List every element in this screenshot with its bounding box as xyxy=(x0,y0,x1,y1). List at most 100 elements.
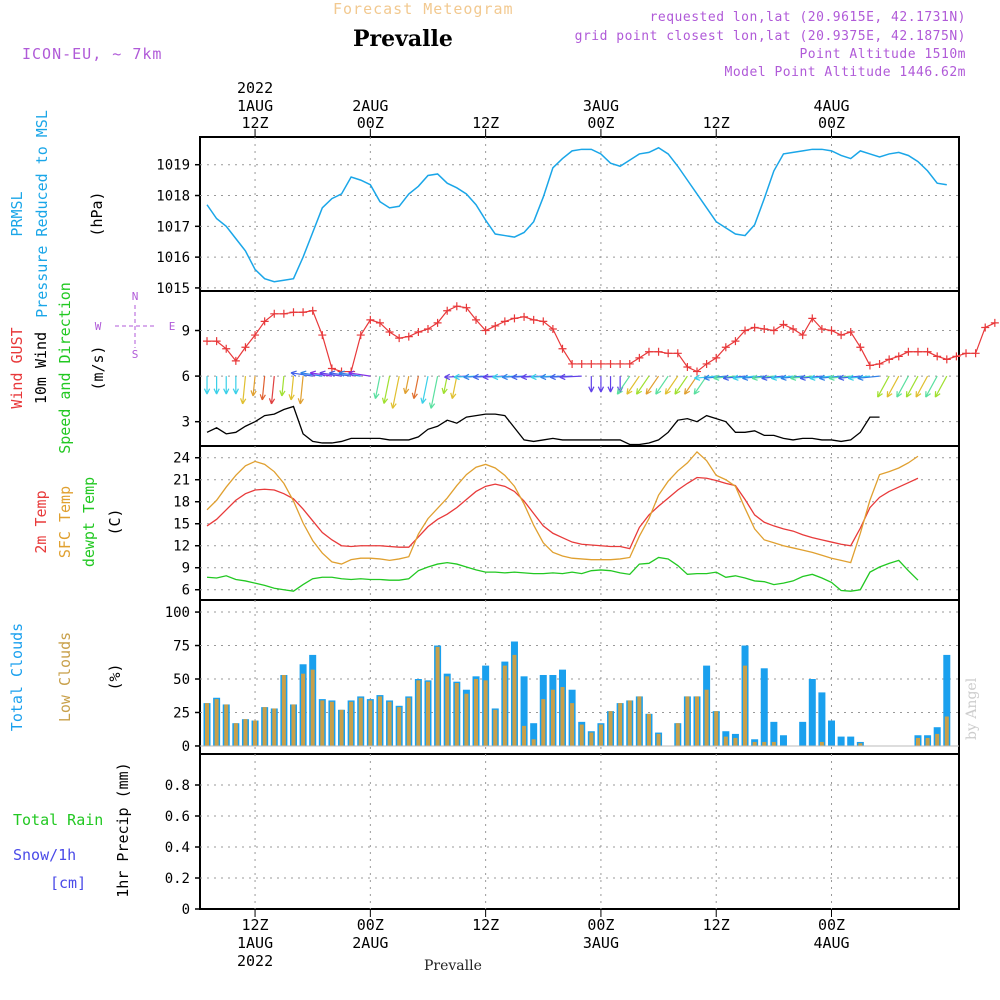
y-tick-label-temperature: 15 xyxy=(173,517,190,533)
footer-location: Prevalle xyxy=(424,958,482,974)
low-cloud-bar xyxy=(762,741,767,746)
y-tick-label-wind: 9 xyxy=(182,324,190,340)
low-cloud-bar xyxy=(224,704,229,746)
gust-marker xyxy=(606,359,615,368)
low-cloud-bar xyxy=(618,703,623,746)
gust-marker xyxy=(318,331,327,340)
gust-marker xyxy=(837,331,846,340)
gust-marker xyxy=(635,353,644,362)
point-altitude: Point Altitude 1510m xyxy=(799,47,966,62)
gust-marker xyxy=(529,315,538,324)
low-cloud-bar xyxy=(675,723,680,746)
time-label-bottom-hour: 12Z xyxy=(472,916,499,934)
wind-direction-arrow xyxy=(288,376,295,401)
gust-marker xyxy=(414,328,423,337)
time-label-bottom-day: 4AUG xyxy=(813,934,849,952)
time-label-bottom-hour: 00Z xyxy=(357,916,384,934)
snow-unit: [cm] xyxy=(50,874,86,892)
gust-marker xyxy=(395,334,404,343)
pressure-line xyxy=(206,146,947,283)
time-label-top-hour: 12Z xyxy=(472,114,499,132)
temp-2m-line xyxy=(206,476,919,550)
low-cloud-bar xyxy=(502,665,507,746)
gust-marker xyxy=(443,306,452,315)
wind-direction-arrow xyxy=(597,376,605,393)
requested-coords: requested lon,lat (20.9615E, 42.1731N) xyxy=(649,10,966,25)
low-clouds-label: Low Clouds xyxy=(56,632,74,722)
wind-direction-arrow xyxy=(309,370,333,377)
low-cloud-bar xyxy=(704,689,709,746)
total-cloud-bar xyxy=(818,692,826,746)
time-label-top-day: 3AUG xyxy=(583,97,619,115)
temp-2m-label: 2m Temp xyxy=(32,490,50,553)
low-cloud-bar xyxy=(262,707,267,746)
gust-marker xyxy=(279,309,288,318)
low-cloud-bar xyxy=(416,680,421,746)
low-cloud-bar xyxy=(474,679,479,746)
wind-10m-label: 10m Wind xyxy=(32,332,50,404)
y-tick-label-temperature: 24 xyxy=(173,451,190,467)
gust-marker xyxy=(433,318,442,327)
low-cloud-bar xyxy=(522,725,527,746)
y-tick-label-clouds: 50 xyxy=(173,672,190,688)
total-cloud-bar xyxy=(799,721,807,746)
low-cloud-bar xyxy=(358,697,363,746)
gust-marker xyxy=(702,359,711,368)
gust-marker xyxy=(865,361,874,370)
gust-marker xyxy=(385,328,394,337)
wind-gust-label: Wind GUST xyxy=(8,327,26,408)
low-cloud-bar xyxy=(771,741,776,746)
low-cloud-bar xyxy=(733,737,738,746)
gust-marker xyxy=(683,362,692,371)
gust-marker xyxy=(375,318,384,327)
low-cloud-bar xyxy=(454,683,459,746)
low-cloud-bar xyxy=(570,703,575,746)
y-tick-label-pressure: 1015 xyxy=(156,281,190,297)
low-cloud-bar xyxy=(291,704,296,746)
low-cloud-bar xyxy=(541,699,546,746)
time-label-top-hour: 12Z xyxy=(242,114,269,132)
total-cloud-bar xyxy=(837,736,845,746)
wind-unit: (m/s) xyxy=(89,345,107,390)
grid-point-coords: grid point closest lon,lat (20.9375E, 42… xyxy=(574,29,966,44)
gust-marker xyxy=(808,314,817,323)
model-altitude: Model Point Altitude 1446.62m xyxy=(724,65,966,80)
gust-marker xyxy=(817,324,826,333)
low-cloud-bar xyxy=(243,719,248,746)
snow-label: Snow/1h xyxy=(13,846,76,864)
gust-marker xyxy=(760,324,769,333)
pressure-unit: (hPa) xyxy=(88,191,106,236)
compass-s: S xyxy=(132,348,139,361)
wind-direction-arrow xyxy=(403,375,410,395)
y-tick-label-clouds: 75 xyxy=(173,639,190,655)
wind-direction-arrow xyxy=(297,376,304,405)
compass-n: N xyxy=(132,290,139,303)
low-cloud-bar xyxy=(464,693,469,746)
y-tick-label-temperature: 18 xyxy=(173,495,190,511)
low-cloud-bar xyxy=(589,732,594,746)
temp-sfc-label: SFC Temp xyxy=(56,486,74,558)
time-label-top-day: 2AUG xyxy=(352,97,388,115)
y-tick-label-precipitation: 0.4 xyxy=(165,840,190,856)
low-cloud-bar xyxy=(339,709,344,746)
wind-direction-arrow xyxy=(338,370,361,377)
y-tick-label-wind: 6 xyxy=(182,369,190,385)
clouds-unit: (%) xyxy=(106,663,124,690)
time-label-bottom-hour: 12Z xyxy=(703,916,730,934)
wind-direction-arrow xyxy=(319,370,342,377)
wind-direction-arrow xyxy=(905,375,919,398)
gust-marker xyxy=(741,326,750,335)
y-tick-label-precipitation: 0 xyxy=(182,902,190,918)
gust-marker xyxy=(356,331,365,340)
gust-marker xyxy=(712,353,721,362)
wind-direction-arrow xyxy=(290,370,313,377)
wind-direction-arrow xyxy=(674,375,688,395)
gust-marker xyxy=(664,349,673,358)
wind-direction-arrow xyxy=(588,376,595,393)
low-cloud-bar xyxy=(512,654,517,746)
low-cloud-bar xyxy=(483,680,488,746)
y-tick-label-temperature: 12 xyxy=(173,539,190,555)
y-tick-label-pressure: 1016 xyxy=(156,250,190,266)
gust-marker xyxy=(789,324,798,333)
low-cloud-bar xyxy=(233,723,238,746)
